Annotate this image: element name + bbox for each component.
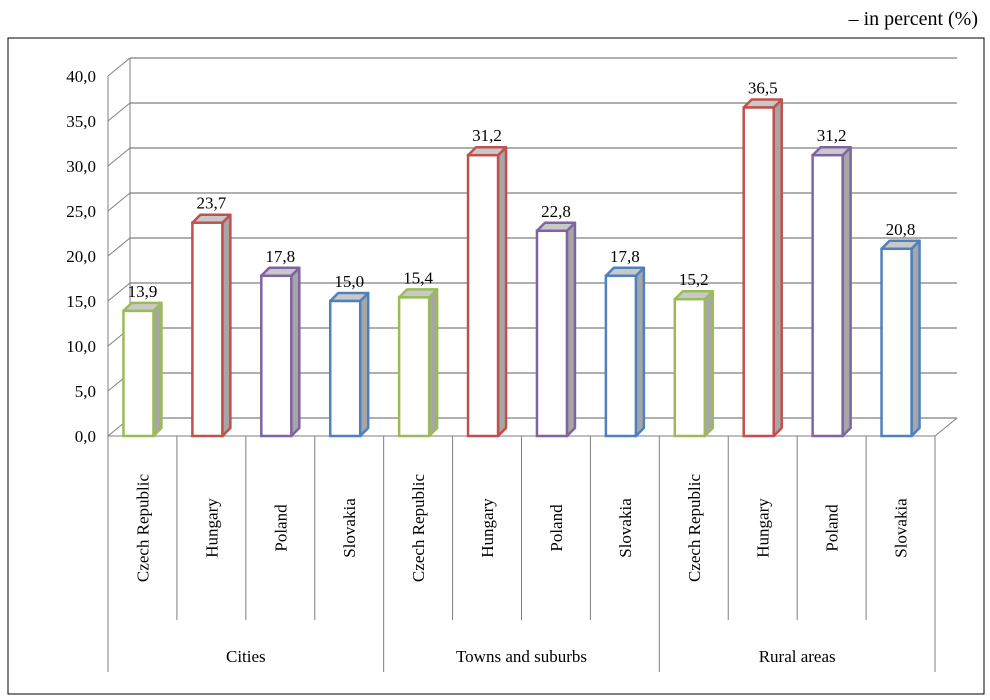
data-label: 31,2 bbox=[817, 126, 847, 145]
data-labels: 13,9 23,7 17,8 15,0 15,4 31,2 22,8 17,8 15,2 36,5… bbox=[128, 79, 916, 301]
data-label: 17,8 bbox=[265, 247, 295, 266]
gridline-depth bbox=[107, 282, 131, 302]
y-tick-label: 15,0 bbox=[66, 292, 96, 311]
x-tick-label: Poland bbox=[271, 504, 290, 552]
bar bbox=[328, 299, 362, 438]
x-tick-label: Slovakia bbox=[892, 498, 911, 558]
gridline-depth bbox=[107, 192, 131, 212]
gridline-depth bbox=[107, 147, 131, 167]
y-tick-label: 30,0 bbox=[66, 157, 96, 176]
x-tick-label: Poland bbox=[823, 504, 842, 552]
x-tick-label: Hungary bbox=[478, 498, 497, 558]
axes: 0,0 5,0 10,0 15,0 20,0 25,0 30,0 35,0 40,0 bbox=[66, 58, 958, 446]
gridline-depth bbox=[107, 237, 131, 257]
bar bbox=[260, 274, 293, 438]
x-tick-label: Czech Republic bbox=[685, 473, 704, 582]
bar bbox=[466, 153, 500, 438]
bar bbox=[122, 309, 155, 438]
data-label: 22,8 bbox=[541, 202, 571, 221]
gridline-depth bbox=[107, 57, 131, 77]
y-tick-label: 5,0 bbox=[75, 382, 96, 401]
x-tick-label: Czech Republic bbox=[409, 473, 428, 582]
bar bbox=[535, 229, 569, 438]
y-tick-label: 25,0 bbox=[66, 202, 96, 221]
x-tick-label: Poland bbox=[547, 504, 566, 552]
x-tick-label: Hungary bbox=[202, 498, 221, 558]
gridline-depth bbox=[107, 102, 131, 122]
y-tick-label: 10,0 bbox=[66, 337, 96, 356]
y-tick-label: 40,0 bbox=[66, 67, 96, 86]
x-group-label: Cities bbox=[226, 647, 266, 666]
bar bbox=[742, 106, 775, 438]
x-axis: Czech Republic Hungary Poland Slovakia Citie… bbox=[107, 436, 936, 672]
data-label: 36,5 bbox=[748, 79, 778, 98]
x-tick-label: Hungary bbox=[754, 498, 773, 558]
data-label: 15,4 bbox=[403, 268, 433, 287]
bars bbox=[122, 98, 921, 438]
data-label: 13,9 bbox=[128, 282, 158, 301]
data-label: 15,0 bbox=[334, 272, 364, 291]
bar bbox=[191, 221, 224, 438]
bar bbox=[673, 297, 707, 438]
bar bbox=[397, 296, 431, 438]
unit-note: – in percent (%) bbox=[848, 8, 978, 30]
data-label: 20,8 bbox=[886, 220, 916, 239]
y-tick-label: 0,0 bbox=[75, 427, 96, 446]
x-group-label: Towns and suburbs bbox=[456, 647, 587, 666]
x-tick-label: Slovakia bbox=[616, 498, 635, 558]
bar bbox=[880, 247, 913, 438]
y-tick-label: 35,0 bbox=[66, 112, 96, 131]
data-label: 17,8 bbox=[610, 247, 640, 266]
bar bbox=[811, 153, 844, 438]
data-label: 23,7 bbox=[197, 194, 227, 213]
x-group-label: Rural areas bbox=[759, 647, 836, 666]
x-tick-label: Czech Republic bbox=[133, 473, 152, 582]
floor-edge bbox=[934, 417, 958, 437]
bar bbox=[604, 274, 638, 438]
data-label: 31,2 bbox=[472, 126, 502, 145]
data-label: 15,2 bbox=[679, 270, 709, 289]
y-tick-label: 20,0 bbox=[66, 247, 96, 266]
x-tick-label: Slovakia bbox=[340, 498, 359, 558]
